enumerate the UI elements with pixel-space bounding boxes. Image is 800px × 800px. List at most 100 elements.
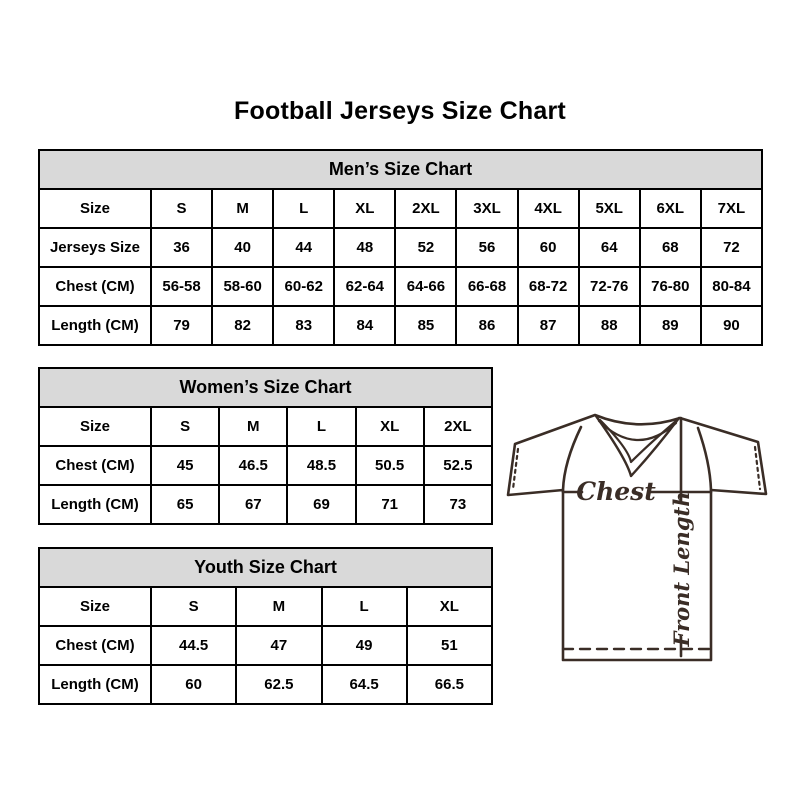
- table-cell: 90: [699, 305, 764, 346]
- left-sleeve-seam: [561, 425, 583, 492]
- table-cell: 4XL: [516, 188, 580, 229]
- table-cell: 62-64: [333, 266, 397, 307]
- youth-table-title: Youth Size Chart: [38, 547, 493, 588]
- table-row: Size S M L XL: [38, 586, 494, 627]
- table-cell: L: [320, 586, 408, 627]
- table-row: Chest (CM) 56-58 58-60 60-62 62-64 64-66 66-68…: [38, 266, 764, 307]
- table-cell: 68-72: [516, 266, 580, 307]
- table-cell: 68: [638, 227, 702, 268]
- table-cell: S: [149, 188, 214, 229]
- table-cell: 60: [149, 664, 238, 705]
- table-cell: 80-84: [699, 266, 764, 307]
- table-cell: 45: [149, 445, 221, 486]
- table-cell: 71: [354, 484, 425, 525]
- table-cell: 48: [333, 227, 397, 268]
- table-cell: XL: [354, 406, 425, 447]
- table-cell: 65: [149, 484, 221, 525]
- collar-inner-v: [598, 418, 678, 464]
- row-label: Length (CM): [38, 305, 152, 346]
- table-cell: 50.5: [354, 445, 425, 486]
- table-cell: 51: [405, 625, 494, 666]
- womens-size-table: Women’s Size Chart Size S M L XL 2XL Chest (CM…: [38, 367, 494, 525]
- table-row: Length (CM) 79 82 83 84 85 86 87 88 89 90: [38, 305, 764, 346]
- youth-size-table: Youth Size Chart Size S M L XL Chest (CM) 44.5…: [38, 547, 494, 705]
- table-cell: 88: [577, 305, 641, 346]
- table-cell: 58-60: [211, 266, 275, 307]
- table-header-row: Youth Size Chart: [38, 547, 493, 588]
- table-cell: 5XL: [577, 188, 641, 229]
- mens-table-title: Men’s Size Chart: [38, 149, 763, 190]
- jersey-diagram-icon: Chest Front Length: [506, 413, 768, 662]
- table-cell: 56-58: [149, 266, 214, 307]
- table-cell: 44.5: [149, 625, 238, 666]
- row-label: Size: [38, 586, 152, 627]
- table-cell: 6XL: [638, 188, 702, 229]
- table-row: Jerseys Size 36 40 44 48 52 56 60 64 68 72: [38, 227, 764, 268]
- right-cuff-stitch: [753, 445, 762, 491]
- mens-size-table: Men’s Size Chart Size S M L XL 2XL 3XL 4XL 5XL 6X…: [38, 149, 764, 346]
- table-cell: 7XL: [699, 188, 764, 229]
- table-cell: 3XL: [455, 188, 519, 229]
- table-cell: 47: [235, 625, 323, 666]
- table-cell: 56: [455, 227, 519, 268]
- table-cell: 64: [577, 227, 641, 268]
- table-cell: S: [149, 406, 221, 447]
- table-cell: 52: [394, 227, 458, 268]
- jersey-outline: [506, 413, 768, 662]
- row-label: Jerseys Size: [38, 227, 152, 268]
- table-cell: M: [211, 188, 275, 229]
- table-cell: 84: [333, 305, 397, 346]
- table-cell: L: [272, 188, 336, 229]
- table-cell: 40: [211, 227, 275, 268]
- table-cell: 69: [286, 484, 357, 525]
- table-cell: M: [218, 406, 289, 447]
- table-cell: 48.5: [286, 445, 357, 486]
- table-cell: 2XL: [394, 188, 458, 229]
- row-label: Chest (CM): [38, 445, 152, 486]
- page-title: Football Jerseys Size Chart: [234, 97, 566, 125]
- table-cell: 66-68: [455, 266, 519, 307]
- table-cell: 67: [218, 484, 289, 525]
- table-cell: 64-66: [394, 266, 458, 307]
- table-cell: 73: [422, 484, 494, 525]
- row-label: Size: [38, 406, 152, 447]
- table-cell: 36: [149, 227, 214, 268]
- front-length-label: Front Length: [669, 492, 694, 648]
- table-cell: 64.5: [320, 664, 408, 705]
- table-cell: 66.5: [405, 664, 494, 705]
- table-cell: 62.5: [235, 664, 323, 705]
- table-cell: 60-62: [272, 266, 336, 307]
- table-cell: 72-76: [577, 266, 641, 307]
- table-cell: 82: [211, 305, 275, 346]
- table-row: Size S M L XL 2XL: [38, 406, 494, 447]
- table-cell: 52.5: [422, 445, 494, 486]
- table-cell: M: [235, 586, 323, 627]
- table-cell: 86: [455, 305, 519, 346]
- table-cell: 85: [394, 305, 458, 346]
- collar-outer-v: [594, 414, 681, 478]
- table-row: Size S M L XL 2XL 3XL 4XL 5XL 6XL 7XL: [38, 188, 764, 229]
- table-cell: XL: [405, 586, 494, 627]
- row-label: Chest (CM): [38, 625, 152, 666]
- row-label: Size: [38, 188, 152, 229]
- table-header-row: Men’s Size Chart: [38, 149, 763, 190]
- left-cuff-stitch: [511, 447, 520, 491]
- table-cell: S: [149, 586, 238, 627]
- table-header-row: Women’s Size Chart: [38, 367, 493, 408]
- row-label: Length (CM): [38, 664, 152, 705]
- table-row: Length (CM) 65 67 69 71 73: [38, 484, 494, 525]
- chest-label: Chest: [576, 477, 656, 506]
- womens-table-title: Women’s Size Chart: [38, 367, 493, 408]
- table-cell: 79: [149, 305, 214, 346]
- table-cell: 49: [320, 625, 408, 666]
- right-sleeve-seam: [696, 426, 713, 492]
- table-row: Chest (CM) 44.5 47 49 51: [38, 625, 494, 666]
- table-cell: 46.5: [218, 445, 289, 486]
- table-cell: 60: [516, 227, 580, 268]
- table-cell: 89: [638, 305, 702, 346]
- table-cell: 72: [699, 227, 764, 268]
- table-cell: 76-80: [638, 266, 702, 307]
- table-cell: 2XL: [422, 406, 494, 447]
- table-row: Chest (CM) 45 46.5 48.5 50.5 52.5: [38, 445, 494, 486]
- table-row: Length (CM) 60 62.5 64.5 66.5: [38, 664, 494, 705]
